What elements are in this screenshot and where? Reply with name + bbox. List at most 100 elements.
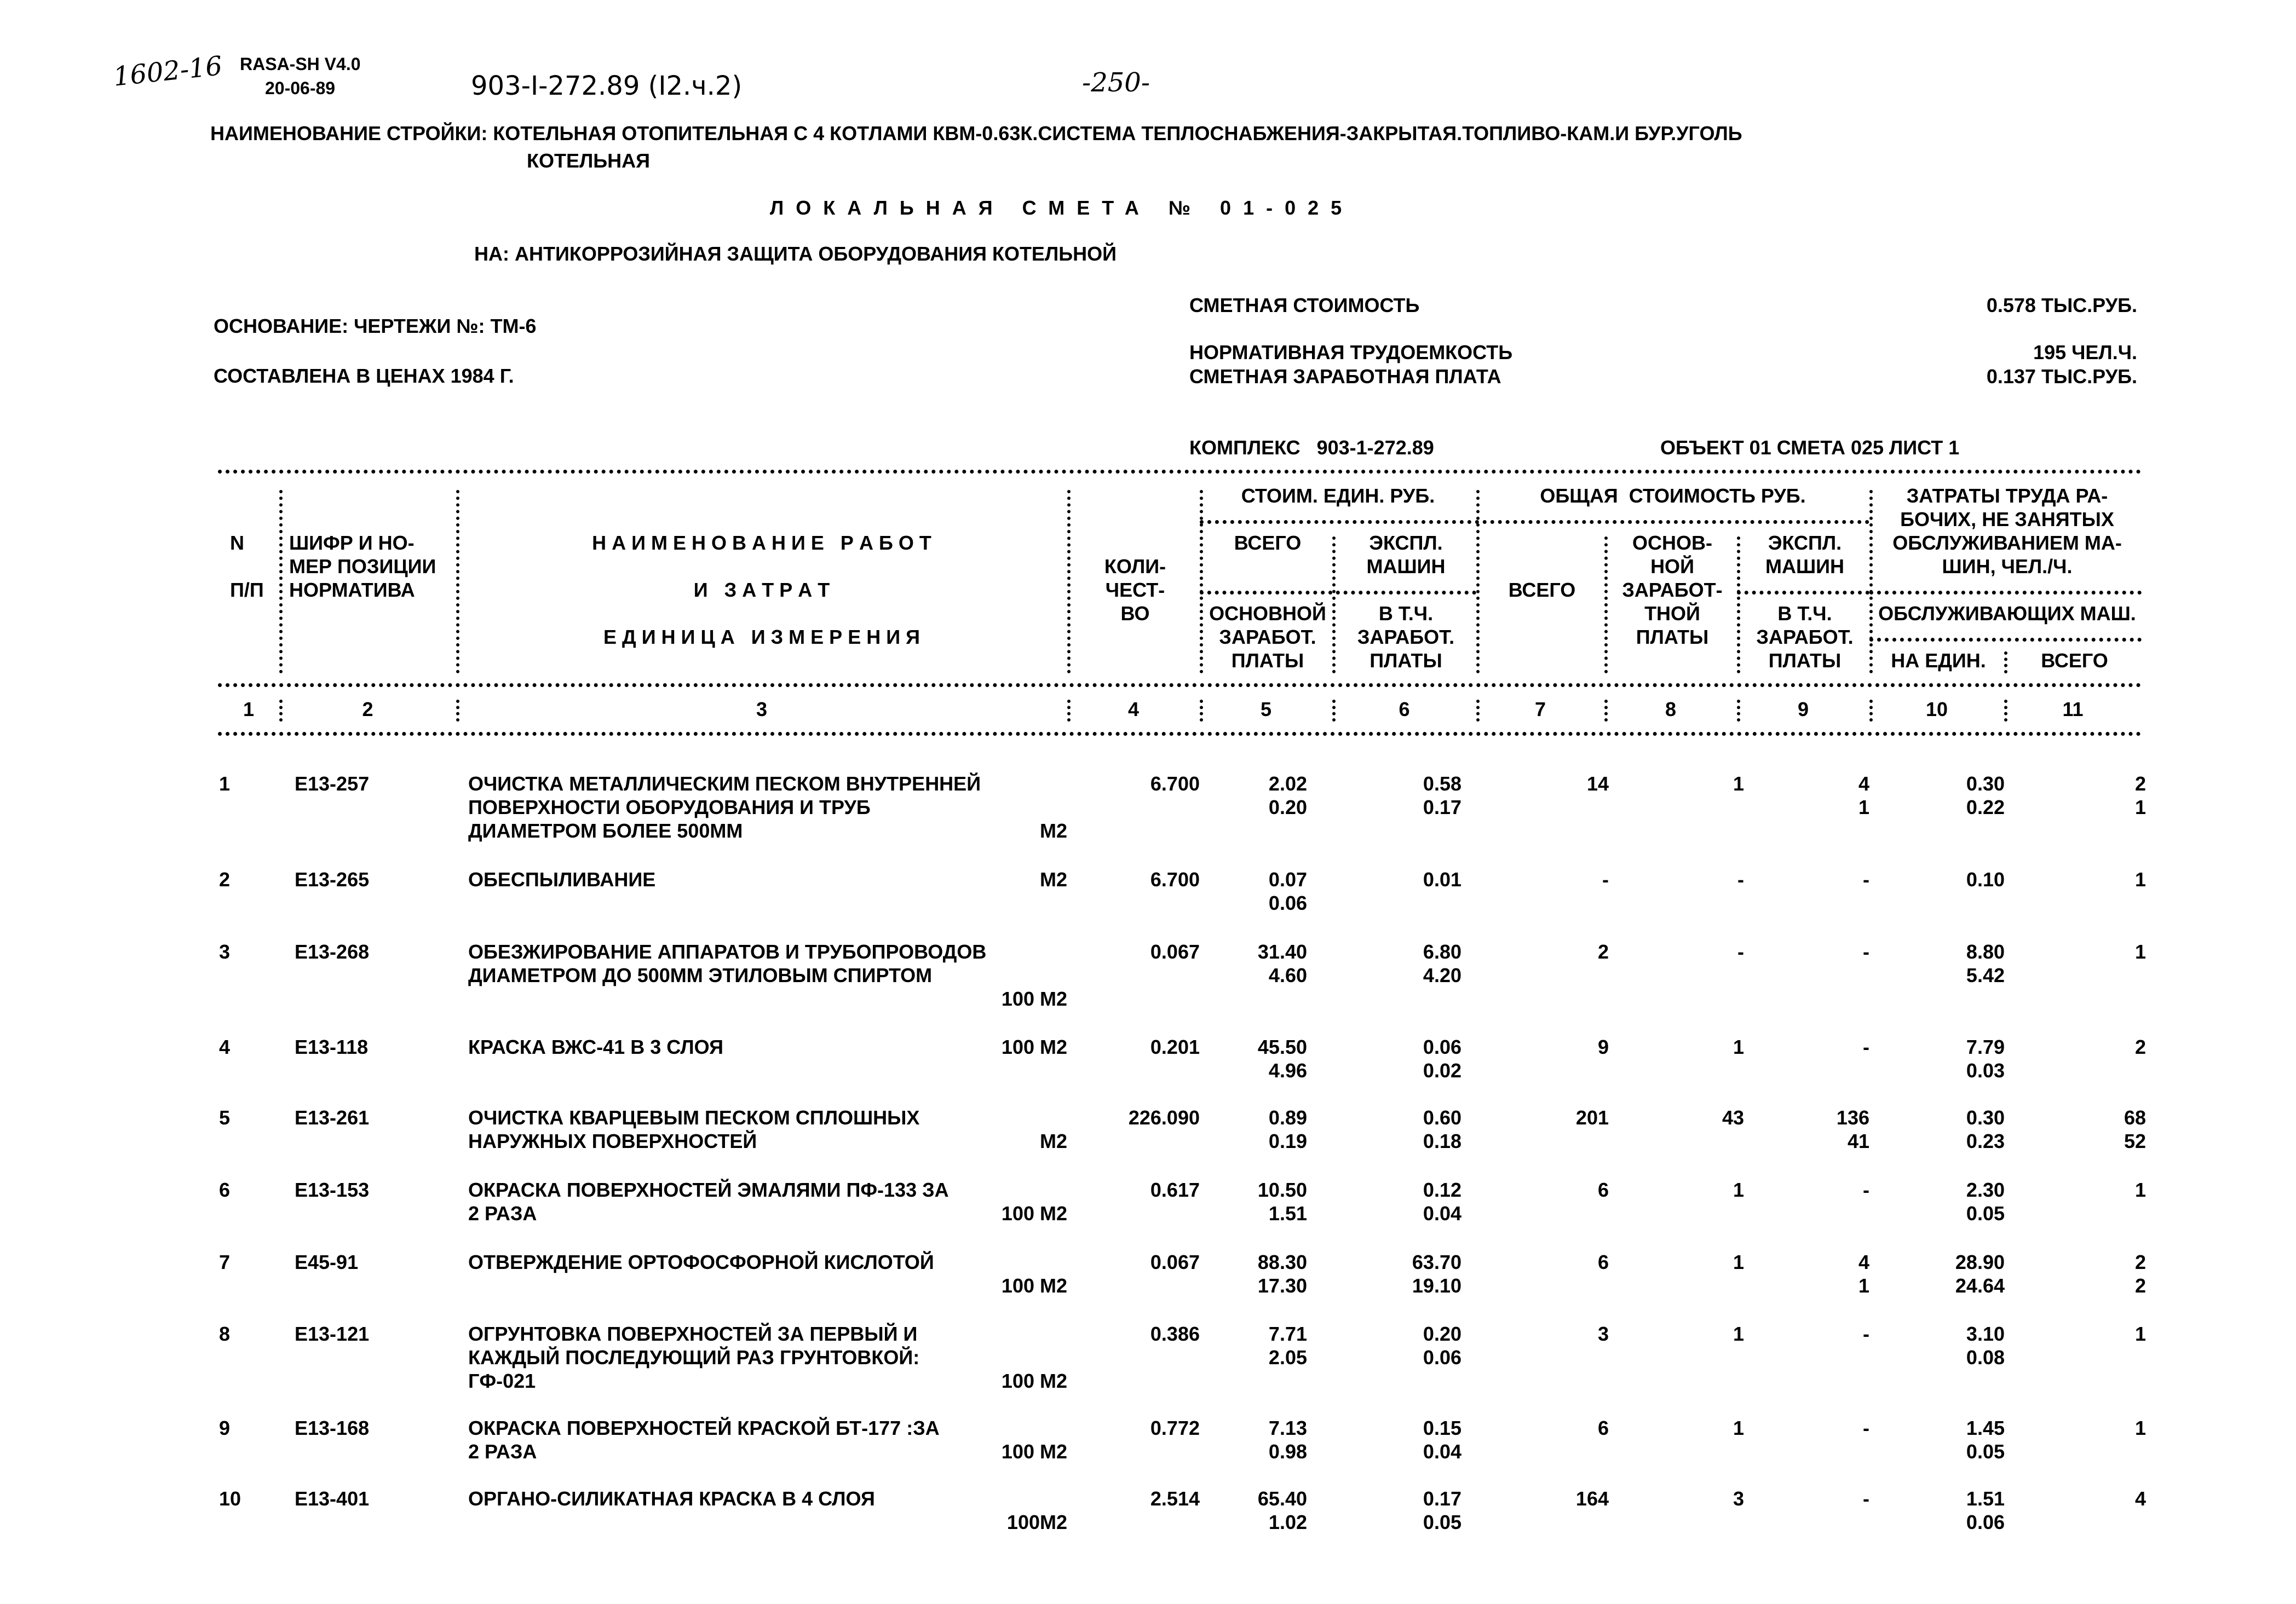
unit-cost-total: 31.40 (1257, 941, 1307, 963)
col-separator (1067, 490, 1071, 673)
unit-cost-machines-wages: 0.05 (1423, 1511, 1461, 1533)
unit-cost-machines: 0.01 (1423, 868, 1461, 891)
row-number: 8 (219, 1323, 231, 1345)
total-machines-wages: 1 (1858, 1274, 1869, 1297)
labor-per-unit: 7.79 (1966, 1036, 2005, 1058)
labor-per-unit: 1.51 (1966, 1487, 2005, 1510)
unit: 100 М2 (1001, 1370, 1067, 1392)
total-machines: - (1863, 1487, 1869, 1510)
labor-total: 68 (2124, 1106, 2146, 1129)
labor-per-unit-wages: 0.05 (1966, 1440, 2005, 1463)
header-col7: ВСЕГО (1508, 579, 1576, 601)
col-separator (1737, 700, 1740, 722)
quantity: 0.067 (1150, 941, 1200, 963)
column-number-9: 9 (1797, 698, 1809, 720)
work-description: ОКРАСКА ПОВЕРХНОСТЕЙ ЭМАЛЯМИ ПФ-133 ЗА 2… (468, 1179, 949, 1225)
unit-cost-total-wages: 0.19 (1268, 1130, 1307, 1152)
unit-cost-total: 2.02 (1268, 772, 1307, 795)
header-col9-top: ЭКСПЛ. МАШИН (1765, 532, 1845, 578)
column-number-5: 5 (1260, 698, 1272, 720)
unit-cost-machines-wages: 0.18 (1423, 1130, 1461, 1152)
work-description: ОГРУНТОВКА ПОВЕРХНОСТЕЙ ЗА ПЕРВЫЙ И КАЖД… (468, 1323, 920, 1392)
page-number: -250- (1082, 67, 1150, 98)
summary-label-wages: СМЕТНАЯ ЗАРАБОТНАЯ ПЛАТА (1189, 365, 1501, 388)
quantity: 6.700 (1150, 772, 1200, 795)
total-machines: - (1863, 1036, 1869, 1058)
unit: 100 М2 (1001, 1274, 1067, 1297)
unit-cost-total: 0.07 (1268, 868, 1307, 891)
document-title: ЛОКАЛЬНАЯ СМЕТА № 01-025 (770, 197, 1354, 219)
col-separator (456, 700, 459, 722)
labor-total-wages: 2 (2134, 1274, 2146, 1297)
unit-cost-machines-wages: 19.10 (1412, 1274, 1461, 1297)
estimate-subject: НА: АНТИКОРРОЗИЙНАЯ ЗАЩИТА ОБОРУДОВАНИЯ … (474, 243, 1117, 265)
labor-total: 1 (2134, 941, 2146, 963)
work-description: ОТВЕРЖДЕНИЕ ОРТОФОСФОРНОЙ КИСЛОТОЙ (468, 1251, 934, 1273)
header-group-labor-sub: ОБСЛУЖИВАЮЩИХ МАШ. (1878, 602, 2136, 625)
labor-per-unit: 3.10 (1966, 1323, 2005, 1345)
header-col3-line3: Е Д И Н И Ц А И З М Е Р Е Н И Я (603, 626, 920, 648)
labor-total-wages: 52 (2124, 1130, 2146, 1152)
handwritten-sheet-number: 1602-16 (112, 50, 224, 93)
row-number: 1 (219, 772, 231, 795)
row-number: 2 (219, 868, 231, 891)
unit-cost-machines-wages: 4.20 (1423, 964, 1461, 986)
row-number: 7 (219, 1251, 231, 1273)
labor-total: 2 (2134, 1036, 2146, 1058)
labor-per-unit-wages: 0.05 (1966, 1202, 2005, 1225)
header-group-total-cost: ОБЩАЯ СТОИМОСТЬ РУБ. (1540, 484, 1806, 507)
col-separator (1200, 490, 1203, 673)
unit-cost-total: 7.13 (1268, 1417, 1307, 1439)
header-col1: N П/П (230, 532, 264, 601)
unit-cost-total-wages: 0.20 (1268, 796, 1307, 818)
unit-cost-total-wages: 4.60 (1268, 964, 1307, 986)
col-separator (456, 490, 459, 673)
col-separator (1476, 700, 1480, 722)
labor-per-unit-wages: 0.06 (1966, 1511, 2005, 1533)
column-number-2: 2 (362, 698, 373, 720)
work-description: КРАСКА ВЖС-41 В 3 СЛОЯ (468, 1036, 723, 1058)
total-base-wages: 1 (1733, 1417, 1744, 1439)
norm-code: Е13-257 (295, 772, 370, 795)
project-code: 903-I-272.89 (I2.ч.2) (471, 71, 743, 101)
header-col3-line1: Н А И М Е Н О В А Н И Е Р А Б О Т (592, 532, 931, 554)
col-separator (1737, 536, 1740, 673)
col-separator (1476, 490, 1480, 673)
labor-total: 2 (2134, 772, 2146, 795)
work-description: ОЧИСТКА МЕТАЛЛИЧЕСКИМ ПЕСКОМ ВНУТРЕННЕЙ … (468, 772, 981, 842)
labor-per-unit: 8.80 (1966, 941, 2005, 963)
unit-cost-total-wages: 0.06 (1268, 892, 1307, 914)
total-machines: 4 (1858, 772, 1869, 795)
unit: 100 М2 (1001, 988, 1067, 1010)
unit-cost-machines: 0.06 (1423, 1036, 1461, 1058)
quantity: 0.067 (1150, 1251, 1200, 1273)
total-cost: 9 (1597, 1036, 1609, 1058)
header-col8: ОСНОВ- НОЙ ЗАРАБОТ- ТНОЙ ПЛАТЫ (1622, 532, 1723, 648)
col-separator (279, 490, 283, 673)
norm-code: Е13-268 (295, 941, 370, 963)
labor-per-unit-wages: 24.64 (1955, 1274, 2005, 1297)
row-number: 5 (219, 1106, 231, 1129)
header-col9-bottom: В Т.Ч. ЗАРАБОТ. ПЛАТЫ (1756, 602, 1854, 672)
labor-total: 4 (2134, 1487, 2146, 1510)
norm-code: Е13-168 (295, 1417, 370, 1439)
header-col5-bottom: ОСНОВНОЙ ЗАРАБОТ. ПЛАТЫ (1209, 602, 1326, 672)
norm-code: Е13-121 (295, 1323, 370, 1345)
total-cost: 201 (1575, 1106, 1609, 1129)
total-base-wages: 1 (1733, 1179, 1744, 1201)
labor-total: 1 (2134, 868, 2146, 891)
total-cost: 6 (1597, 1251, 1609, 1273)
column-number-4: 4 (1127, 698, 1140, 720)
labor-per-unit-wages: 0.08 (1966, 1346, 2005, 1369)
construction-name: НАИМЕНОВАНИЕ СТРОЙКИ: КОТЕЛЬНАЯ ОТОПИТЕЛ… (210, 122, 1742, 145)
header-rule-labor (1869, 591, 2142, 595)
labor-per-unit-wages: 0.23 (1966, 1130, 2005, 1152)
total-base-wages: 1 (1733, 1323, 1744, 1345)
col-separator (1067, 700, 1071, 722)
program-version: RASA-SH V4.0 (240, 54, 361, 74)
print-date: 20-06-89 (265, 78, 336, 98)
unit: 100 М2 (1001, 1036, 1067, 1058)
unit-cost-machines: 0.15 (1423, 1417, 1461, 1439)
labor-total: 1 (2134, 1179, 2146, 1201)
header-col3-line2: И З А Т Р А Т (693, 579, 830, 601)
